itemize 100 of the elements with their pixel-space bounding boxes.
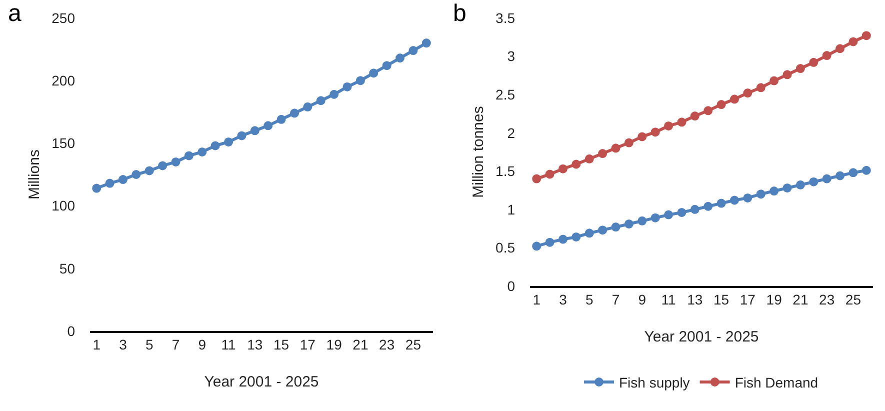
x-tick-label: 23 [379,336,395,353]
point [796,64,805,74]
x-tick-label: 11 [221,336,236,353]
point [650,128,660,137]
point [330,90,339,99]
point [572,160,581,169]
point [584,228,594,238]
point [624,219,634,228]
point [584,154,594,164]
point [809,177,818,186]
point [558,234,568,244]
point [690,204,700,214]
point [782,183,792,192]
point [184,151,194,160]
x-tick-label: 3 [119,336,128,353]
y-tick-label: 200 [52,72,76,88]
point [809,58,818,67]
point [422,38,431,48]
point [743,193,752,202]
legend-label: Fish supply [619,374,690,390]
y-tick-label: 150 [52,135,76,152]
point [356,76,365,86]
point [316,96,326,106]
point [770,186,779,196]
point [532,242,542,251]
point [171,157,180,166]
x-tick-label: 21 [792,292,808,308]
x-tick-label: 23 [819,292,835,308]
point [611,144,620,153]
point [664,210,674,220]
point [638,216,647,226]
x-axis-title: Year 2001 - 2025 [204,374,319,390]
point [382,61,392,70]
point [862,31,871,40]
point [545,170,554,179]
point [822,51,832,60]
point [408,46,418,56]
point [369,68,378,78]
x-tick-label: 1 [532,292,541,308]
point [690,112,700,121]
x-tick-label: 9 [638,292,646,308]
point [144,166,154,176]
point [638,132,647,142]
point [290,108,299,118]
point [743,88,752,98]
point [664,121,674,130]
point [396,54,405,63]
y-tick-label: 0 [507,278,516,294]
x-tick-label: 7 [172,336,180,353]
point [822,174,832,184]
x-axis-title: Year 2001 - 2025 [644,328,759,346]
y-tick-label: 0.5 [496,240,516,256]
chart-title: a [8,0,22,27]
point [716,100,726,110]
y-tick-label: 1.5 [496,163,516,180]
point [264,121,273,130]
point [624,138,634,148]
point [848,168,858,178]
x-tick-label: 25 [845,292,862,308]
point [598,149,608,158]
point [862,166,871,175]
point [532,174,542,184]
point [848,37,858,46]
point [730,94,739,104]
point [836,171,845,180]
y-tick-label: 1 [507,201,516,218]
x-tick-label: 15 [274,336,290,353]
y-tick-label: 0 [67,322,76,339]
x-tick-label: 11 [661,292,676,308]
x-tick-label: 5 [145,336,154,353]
x-tick-label: 7 [612,292,620,308]
point [132,170,141,179]
point [650,213,660,222]
x-tick-label: 19 [766,292,782,308]
y-axis-title: Million tonnes [470,106,487,198]
x-tick-label: 13 [247,336,263,353]
x-tick-label: 9 [198,336,206,353]
y-tick-label: 2 [507,124,516,141]
y-tick-label: 3.5 [496,10,516,26]
point [572,232,581,242]
point [210,141,220,150]
point [756,83,766,92]
x-tick-label: 13 [687,292,703,308]
point [92,184,102,193]
point [704,202,713,211]
point [796,180,805,190]
x-tick-label: 19 [326,336,342,353]
chart-title: b [453,0,466,27]
point [598,226,608,235]
y-tick-label: 50 [59,260,76,276]
point [342,82,352,92]
point [118,175,128,184]
point [237,131,246,140]
y-tick-label: 3 [507,48,516,64]
point [224,137,234,146]
point [545,238,554,247]
y-tick-label: 250 [52,10,76,26]
x-tick-label: 17 [300,336,316,353]
x-tick-label: 15 [714,292,730,308]
point [716,198,726,208]
